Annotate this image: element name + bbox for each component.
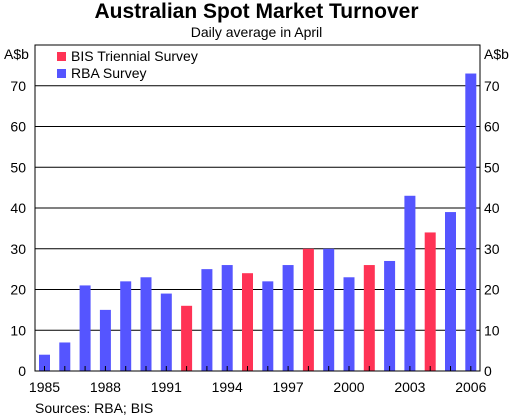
y-tick-left-50: 50 — [10, 159, 26, 175]
x-tick-2000: 2000 — [333, 379, 364, 395]
bar-1989 — [120, 281, 132, 371]
bar-1988 — [99, 309, 111, 371]
y-tick-right-0: 0 — [484, 363, 492, 379]
bar-1990 — [140, 277, 152, 371]
y-tick-left-40: 40 — [10, 200, 26, 216]
bar-1987 — [79, 285, 91, 371]
legend-swatch-1 — [57, 69, 66, 78]
x-tick-1991: 1991 — [151, 379, 182, 395]
bar-1998 — [302, 248, 314, 371]
bar-1999 — [323, 248, 335, 371]
y-tick-right-60: 60 — [484, 119, 500, 135]
bar-1995 — [242, 273, 253, 371]
bar-2001 — [363, 265, 375, 371]
y-tick-right-10: 10 — [484, 322, 500, 338]
y-tick-right-30: 30 — [484, 241, 500, 257]
x-tick-1988: 1988 — [90, 379, 121, 395]
legend-label-0: BIS Triennial Survey — [71, 48, 198, 64]
y-tick-right-70: 70 — [484, 78, 500, 94]
y-tick-left-30: 30 — [10, 241, 26, 257]
y-tick-left-10: 10 — [10, 322, 26, 338]
bar-2002 — [384, 260, 396, 371]
legend-label-1: RBA Survey — [71, 65, 146, 81]
x-tick-2006: 2006 — [455, 379, 486, 395]
y-axis-unit-left: A$b — [4, 46, 29, 62]
y-tick-left-60: 60 — [10, 119, 26, 135]
bar-2000 — [343, 277, 355, 371]
bar-1992 — [181, 305, 193, 371]
source-note: Sources: RBA; BIS — [35, 400, 154, 416]
x-tick-1994: 1994 — [212, 379, 243, 395]
chart-title: Australian Spot Market Turnover — [94, 0, 419, 23]
y-tick-right-20: 20 — [484, 282, 500, 298]
bar-2006 — [465, 73, 477, 372]
bar-1993 — [201, 269, 213, 371]
y-tick-left-70: 70 — [10, 78, 26, 94]
bar-1985 — [39, 354, 50, 371]
bar-1996 — [262, 281, 274, 371]
y-axis-unit-right: A$b — [484, 46, 509, 62]
bar-2003 — [404, 195, 416, 371]
y-tick-left-0: 0 — [18, 363, 26, 379]
bar-1991 — [160, 293, 172, 371]
bar-1997 — [282, 265, 294, 371]
plot-frame — [34, 44, 481, 372]
bar-1994 — [221, 265, 233, 371]
tick-labels: 0 0 10 10 20 20 30 30 40 40 50 50 60 60 70 70 1985 1988 19… — [10, 78, 499, 395]
bar-2005 — [445, 212, 456, 371]
y-tick-left-20: 20 — [10, 282, 26, 298]
x-tick-1997: 1997 — [273, 379, 304, 395]
bars — [39, 73, 477, 372]
bar-2004 — [424, 232, 436, 371]
x-tick-1985: 1985 — [29, 379, 60, 395]
chart-subtitle: Daily average in April — [190, 24, 323, 40]
y-tick-right-50: 50 — [484, 159, 500, 175]
bar-1986 — [59, 342, 71, 371]
legend-swatch-0 — [57, 52, 66, 61]
y-tick-right-40: 40 — [484, 200, 500, 216]
x-tick-2003: 2003 — [394, 379, 425, 395]
